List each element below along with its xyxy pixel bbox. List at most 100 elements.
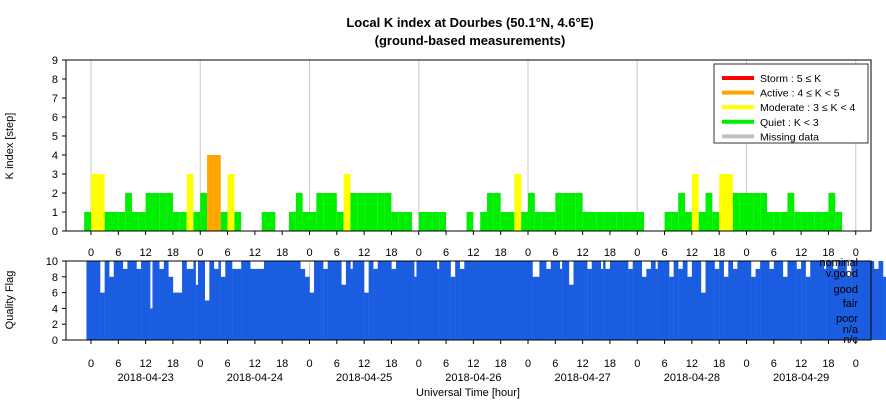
k-index-y-label: K index [step] xyxy=(4,113,16,180)
quality-bar xyxy=(728,261,734,340)
q-y-tick-label: 6 xyxy=(52,288,58,300)
q-x-tick-label: 0 xyxy=(416,358,422,370)
quality-bar xyxy=(539,261,547,340)
k-y-tick-label: 7 xyxy=(52,93,58,105)
quality-bar xyxy=(678,268,683,340)
k-x-tick-label: 0 xyxy=(306,247,312,259)
k-y-tick-label: 1 xyxy=(52,207,58,219)
k-x-tick-label: 0 xyxy=(743,247,749,259)
k-index-bar xyxy=(104,212,112,231)
k-index-bar xyxy=(555,193,563,231)
quality-bar xyxy=(195,284,199,340)
quality-bar xyxy=(193,261,196,340)
k-y-tick-label: 4 xyxy=(52,150,58,162)
quality-bar xyxy=(823,268,827,340)
k-index-bar xyxy=(814,212,822,231)
quality-bar xyxy=(669,276,674,340)
k-index-bar xyxy=(432,212,440,231)
quality-bar xyxy=(568,284,574,340)
q-x-tick-label: 0 xyxy=(743,358,749,370)
quality-bar xyxy=(416,261,438,340)
q-x-tick-label: 0 xyxy=(634,358,640,370)
quality-bar xyxy=(737,261,752,340)
k-x-tick-label: 6 xyxy=(552,247,558,259)
quality-bar xyxy=(691,261,702,340)
k-index-bar xyxy=(807,212,815,231)
x-axis-label: Universal Time [hour] xyxy=(416,387,520,399)
k-x-tick-label: 12 xyxy=(686,247,698,259)
q-x-tick-label: 12 xyxy=(577,358,589,370)
quality-bar xyxy=(220,276,226,340)
quality-bar xyxy=(197,261,206,340)
k-index-bar xyxy=(84,212,91,231)
quality-bar xyxy=(550,261,561,340)
k-index-bar xyxy=(787,193,795,231)
quality-bar xyxy=(605,268,611,340)
q-x-tick-label: 6 xyxy=(771,358,777,370)
q-x-tick-label: 12 xyxy=(358,358,370,370)
q-y-tick-label: 2 xyxy=(52,319,58,331)
k-index-bar xyxy=(534,212,542,231)
quality-bar xyxy=(587,268,592,340)
k-index-bar xyxy=(391,212,399,231)
k-index-bar xyxy=(794,212,802,231)
quality-bar xyxy=(682,261,688,340)
quality-bar xyxy=(787,261,797,340)
quality-bar xyxy=(250,268,265,340)
chart-title: Local K index at Dourbes (50.1°N, 4.6°E) xyxy=(346,15,593,30)
k-index-bar xyxy=(801,212,808,231)
k-index-bar xyxy=(213,155,221,231)
q-x-tick-label: 18 xyxy=(385,358,397,370)
k-x-tick-label: 0 xyxy=(634,247,640,259)
quality-bar xyxy=(755,268,761,340)
k-index-bar xyxy=(630,212,638,231)
k-index-x-ticks: 0 6 12 18 0 6 12 18 0 6 12 18 0 6 12 18 0 6 12 18 0 6 12 18 0 6 12… xyxy=(88,231,859,259)
quality-bar xyxy=(805,276,811,340)
k-index-bar xyxy=(705,193,713,231)
k-x-tick-label: 0 xyxy=(525,247,531,259)
quality-bar xyxy=(801,261,806,340)
q-x-tick-label: 0 xyxy=(88,358,94,370)
quality-bar xyxy=(650,261,656,340)
legend-label: Active : 4 ≤ K < 5 xyxy=(760,88,840,100)
k-index-bar xyxy=(732,193,740,231)
k-index-bar xyxy=(589,212,597,231)
k-index-bar xyxy=(726,174,733,231)
k-index-bar xyxy=(487,193,494,231)
k-y-tick-label: 3 xyxy=(52,169,58,181)
k-index-bar xyxy=(719,174,727,231)
quality-bar xyxy=(345,261,351,340)
quality-bar xyxy=(796,268,802,340)
k-index-bar xyxy=(384,193,392,231)
quality-bar xyxy=(769,268,775,340)
k-index-bar xyxy=(370,193,378,231)
k-x-tick-label: 6 xyxy=(334,247,340,259)
k-x-tick-label: 6 xyxy=(662,247,668,259)
q-y-tick-label: 0 xyxy=(52,335,58,347)
k-index-bar xyxy=(207,155,214,231)
quality-bar xyxy=(182,261,187,340)
k-index-bar xyxy=(828,193,836,231)
quality-bar xyxy=(591,261,602,340)
q-x-tick-label: 18 xyxy=(495,358,507,370)
k-index-bar xyxy=(377,193,385,231)
k-x-tick-label: 18 xyxy=(385,247,397,259)
legend-label: Missing data xyxy=(760,131,819,143)
quality-bar xyxy=(186,268,194,340)
quality-category-label: n/a xyxy=(843,324,859,336)
k-y-tick-label: 5 xyxy=(52,131,58,143)
quality-bar xyxy=(232,268,242,340)
q-y-tick-label: 4 xyxy=(52,303,58,315)
quality-bar xyxy=(851,261,875,340)
k-index-bar xyxy=(357,193,365,231)
quality-bar xyxy=(782,276,788,340)
k-index-bar xyxy=(118,212,126,231)
k-index-bar xyxy=(480,212,488,231)
date-label: 2018-04-24 xyxy=(227,372,283,384)
quality-bar xyxy=(826,261,834,340)
quality-bar xyxy=(127,261,137,340)
k-y-tick-label: 6 xyxy=(52,112,58,124)
quality-category-label: v.good xyxy=(826,268,858,280)
quality-bar xyxy=(609,261,629,340)
k-y-tick-label: 8 xyxy=(52,74,58,86)
